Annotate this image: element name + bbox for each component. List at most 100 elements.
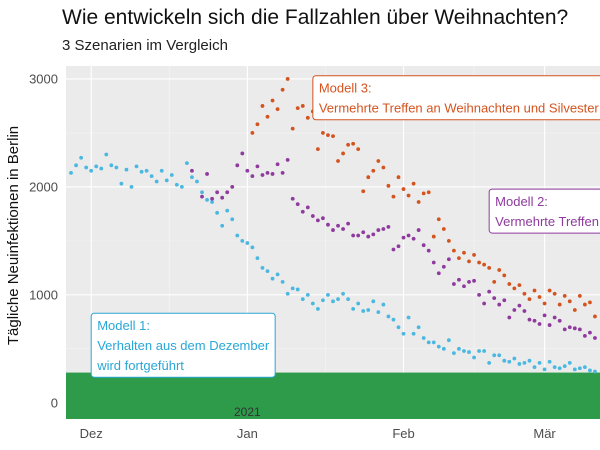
data-point bbox=[472, 253, 476, 257]
data-point bbox=[487, 360, 492, 365]
annotation-text: Verhalten aus dem Dezember bbox=[97, 338, 270, 353]
data-point bbox=[421, 191, 426, 196]
data-point bbox=[406, 315, 411, 320]
x-tick-label: Mär bbox=[533, 426, 556, 441]
data-point bbox=[310, 214, 315, 218]
data-point bbox=[426, 248, 431, 253]
data-point bbox=[441, 227, 446, 231]
data-point bbox=[552, 291, 557, 296]
data-point bbox=[331, 299, 335, 304]
data-point bbox=[467, 259, 471, 264]
data-point bbox=[114, 165, 119, 170]
data-point bbox=[467, 280, 471, 284]
data-point bbox=[467, 350, 471, 354]
data-point bbox=[144, 168, 149, 173]
data-point bbox=[356, 233, 361, 238]
data-point bbox=[255, 256, 260, 261]
data-point bbox=[497, 268, 502, 272]
data-point bbox=[492, 280, 497, 284]
data-point bbox=[341, 227, 345, 231]
x-tick-label: Feb bbox=[392, 426, 414, 441]
data-point bbox=[386, 183, 391, 188]
data-point bbox=[341, 151, 345, 156]
data-point bbox=[593, 369, 597, 374]
data-point bbox=[366, 234, 371, 239]
data-point bbox=[446, 338, 451, 343]
data-point bbox=[290, 126, 295, 131]
data-point bbox=[562, 364, 567, 369]
data-point bbox=[260, 104, 265, 108]
data-point bbox=[462, 250, 466, 255]
data-point bbox=[346, 221, 351, 226]
data-point bbox=[290, 196, 295, 201]
data-point bbox=[431, 340, 436, 345]
data-point bbox=[421, 243, 426, 248]
data-point bbox=[305, 292, 310, 297]
data-point bbox=[567, 325, 572, 330]
data-point bbox=[205, 197, 209, 202]
data-point bbox=[572, 367, 577, 372]
data-point bbox=[250, 174, 255, 179]
data-point bbox=[391, 247, 396, 252]
data-point bbox=[225, 208, 230, 213]
data-point bbox=[200, 190, 204, 195]
data-point bbox=[507, 359, 512, 364]
data-point bbox=[310, 301, 315, 306]
data-point bbox=[537, 295, 542, 299]
data-point bbox=[522, 309, 527, 313]
data-point bbox=[532, 318, 537, 323]
data-point bbox=[280, 170, 285, 175]
data-point bbox=[457, 346, 461, 351]
data-point bbox=[522, 360, 527, 365]
data-point bbox=[94, 164, 99, 169]
data-point bbox=[245, 241, 250, 245]
data-point bbox=[336, 223, 340, 228]
annotation-box bbox=[90, 312, 276, 378]
data-point bbox=[285, 291, 290, 296]
data-point bbox=[401, 331, 406, 336]
data-point bbox=[275, 107, 280, 112]
data-point bbox=[215, 210, 220, 215]
data-point bbox=[477, 260, 481, 265]
data-point bbox=[376, 310, 381, 315]
data-point bbox=[522, 291, 527, 296]
data-point bbox=[361, 309, 366, 313]
data-point bbox=[164, 178, 169, 183]
data-point bbox=[275, 272, 280, 277]
chart-subtitle: 3 Szenarien im Vergleich bbox=[62, 37, 228, 54]
data-point bbox=[371, 299, 376, 304]
data-point bbox=[532, 288, 537, 293]
data-point bbox=[99, 166, 104, 171]
data-point bbox=[321, 298, 325, 303]
data-point bbox=[593, 314, 597, 319]
data-point bbox=[366, 308, 371, 312]
data-point bbox=[411, 236, 416, 241]
data-point bbox=[547, 288, 552, 293]
data-point bbox=[588, 368, 592, 373]
annotation-modell-2: Modell 2: Vermehrte Treffen bbox=[488, 188, 600, 234]
data-point bbox=[190, 175, 194, 180]
data-point bbox=[295, 287, 300, 292]
data-point bbox=[436, 271, 441, 276]
data-point bbox=[200, 194, 204, 199]
data-point bbox=[285, 77, 290, 81]
data-point bbox=[376, 228, 381, 232]
data-point bbox=[240, 151, 245, 156]
data-point bbox=[426, 190, 431, 195]
data-point bbox=[532, 365, 537, 370]
data-point bbox=[477, 349, 481, 353]
annotation-modell-1: Modell 1: Verhalten aus dem Dezember wird … bbox=[90, 312, 276, 378]
data-point bbox=[280, 87, 285, 92]
data-point bbox=[547, 323, 552, 327]
data-point bbox=[134, 164, 139, 169]
data-point bbox=[426, 340, 431, 345]
data-point bbox=[250, 131, 255, 135]
annotation-text: Modell 3: bbox=[319, 81, 372, 96]
data-point bbox=[346, 142, 351, 147]
data-point bbox=[542, 367, 547, 372]
data-point bbox=[572, 326, 577, 331]
y-tick-label: 2000 bbox=[29, 179, 58, 194]
threshold-band bbox=[66, 372, 600, 419]
data-point bbox=[179, 185, 184, 189]
